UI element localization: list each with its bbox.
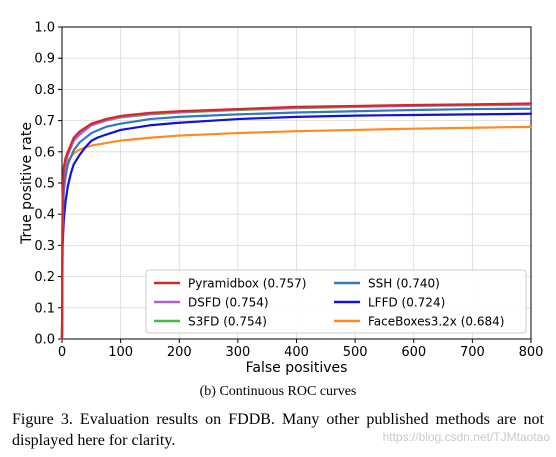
- x-tick-label: 200: [167, 345, 192, 360]
- legend-label: S3FD (0.754): [188, 315, 267, 329]
- x-tick-label: 500: [343, 345, 368, 360]
- series-line: [60, 107, 533, 341]
- axes: 0 100 200 300 400 500 600 700 800 0.0 0.1 0.2 0.3 0.4…: [19, 21, 543, 377]
- legend-label: Pyramidbox (0.757): [188, 277, 307, 291]
- y-tick-label: 0.8: [34, 83, 55, 98]
- x-tick-label: 700: [460, 345, 485, 360]
- grid: [61, 26, 532, 340]
- subcaption: (b) Continuous ROC curves: [199, 384, 357, 399]
- y-tick-label: 0.2: [34, 270, 55, 285]
- y-tick-label: 0.7: [34, 114, 55, 129]
- y-tick-label: 0.5: [34, 177, 55, 192]
- y-tick-label: 0.4: [34, 208, 55, 223]
- y-axis-label: True positive rate: [19, 122, 35, 245]
- x-tick-label: 800: [519, 345, 544, 360]
- watermark: https://blog.csdn.net/TJMtaotao: [382, 430, 550, 444]
- x-tick-label: 600: [401, 345, 426, 360]
- y-tick-label: 0.0: [34, 333, 55, 348]
- series-line: [60, 112, 533, 341]
- x-tick-label: 100: [108, 345, 133, 360]
- y-tick-label: 0.3: [34, 239, 55, 254]
- legend-label: DSFD (0.754): [188, 296, 269, 310]
- y-tick-label: 1.0: [34, 21, 55, 36]
- figure-caption: Figure 3. Evaluation results on FDDB. Ma…: [12, 411, 544, 449]
- legend-label: FaceBoxes3.2x (0.684): [368, 315, 504, 329]
- x-axis-label: False positives: [246, 360, 348, 376]
- roc-chart: 0 100 200 300 400 500 600 700 800 0.0 0.1 0.2 0.3 0.4…: [19, 21, 543, 377]
- y-tick-label: 0.1: [34, 301, 55, 316]
- legend-label: SSH (0.740): [368, 277, 440, 291]
- x-tick-label: 400: [284, 345, 309, 360]
- x-tick-label: 0: [58, 345, 66, 360]
- legend: Pyramidbox (0.757) DSFD (0.754) S3FD (0.75…: [145, 269, 527, 334]
- x-tick-label: 300: [225, 345, 250, 360]
- series-lines: [60, 102, 533, 341]
- y-tick-label: 0.6: [34, 145, 55, 160]
- series-line: [60, 102, 533, 341]
- y-tick-label: 0.9: [34, 52, 55, 67]
- legend-label: LFFD (0.724): [368, 296, 445, 310]
